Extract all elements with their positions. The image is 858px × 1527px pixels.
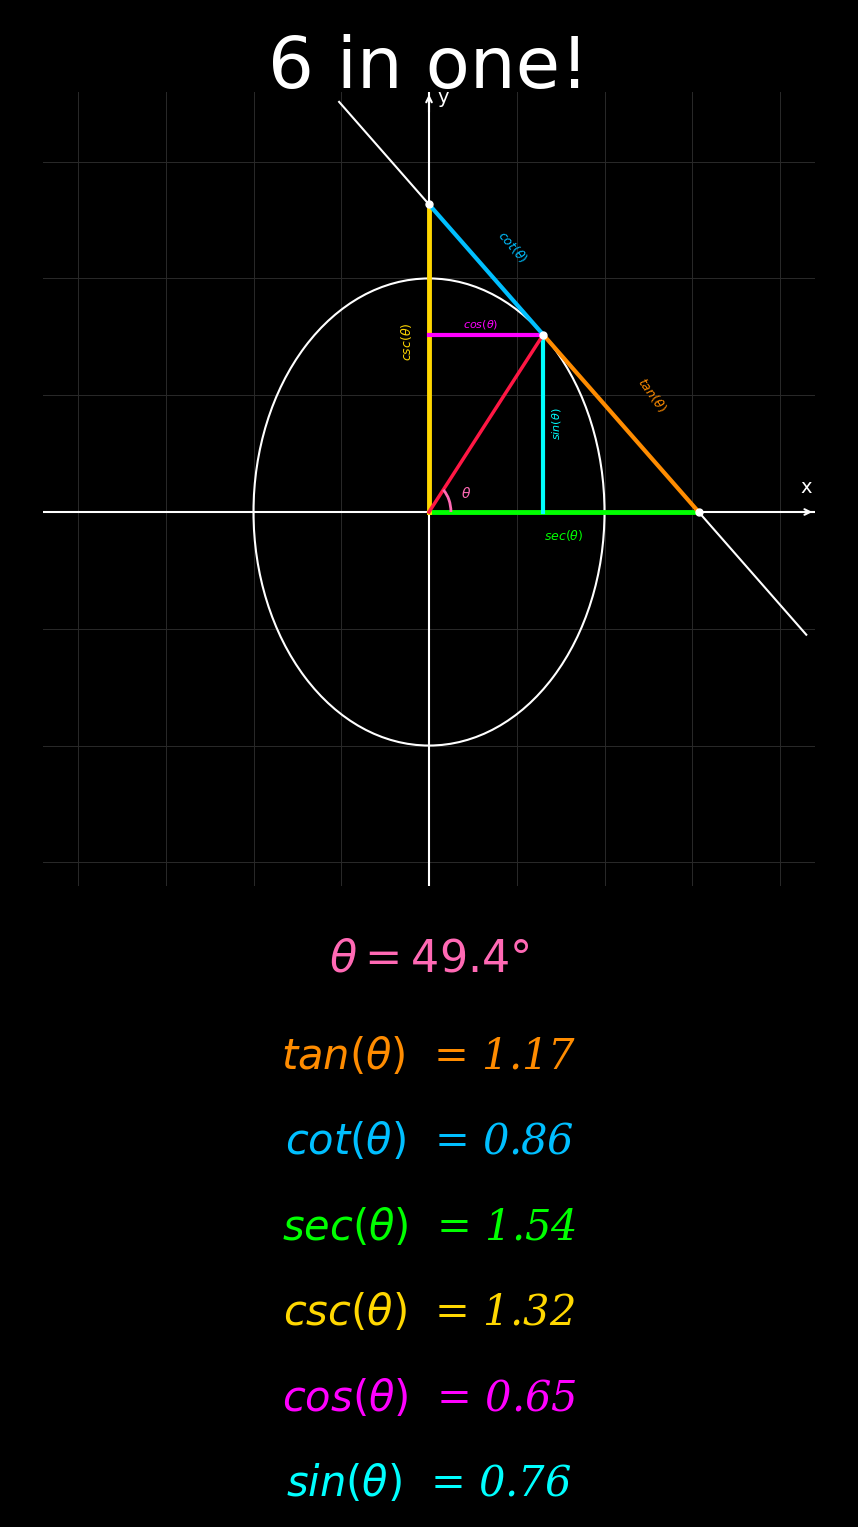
- Text: $sin(\theta)$  = 0.76: $sin(\theta)$ = 0.76: [287, 1463, 571, 1506]
- Text: $\theta$: $\theta$: [461, 486, 471, 501]
- Text: $tan(\theta)$  = 1.17: $tan(\theta)$ = 1.17: [281, 1035, 577, 1078]
- Text: x: x: [801, 478, 812, 498]
- Text: $cot(\theta)$: $cot(\theta)$: [495, 228, 530, 266]
- Text: $cot(\theta)$  = 0.86: $cot(\theta)$ = 0.86: [285, 1121, 573, 1164]
- Text: $sin(\theta)$: $sin(\theta)$: [550, 408, 563, 440]
- Text: $csc(\theta)$  = 1.32: $csc(\theta)$ = 1.32: [283, 1292, 575, 1335]
- Text: $\theta = 49.4°$: $\theta = 49.4°$: [329, 938, 529, 980]
- Text: $csc(\theta)$: $csc(\theta)$: [399, 322, 414, 362]
- Text: $sec(\theta)$: $sec(\theta)$: [544, 528, 583, 544]
- Text: y: y: [438, 89, 450, 107]
- Text: 6 in one!: 6 in one!: [269, 34, 589, 104]
- Text: $tan(\theta)$: $tan(\theta)$: [635, 374, 669, 415]
- Text: $cos(\theta)$  = 0.65: $cos(\theta)$ = 0.65: [281, 1377, 577, 1420]
- Text: $cos(\theta)$: $cos(\theta)$: [463, 318, 498, 331]
- Text: $sec(\theta)$  = 1.54: $sec(\theta)$ = 1.54: [281, 1206, 577, 1249]
